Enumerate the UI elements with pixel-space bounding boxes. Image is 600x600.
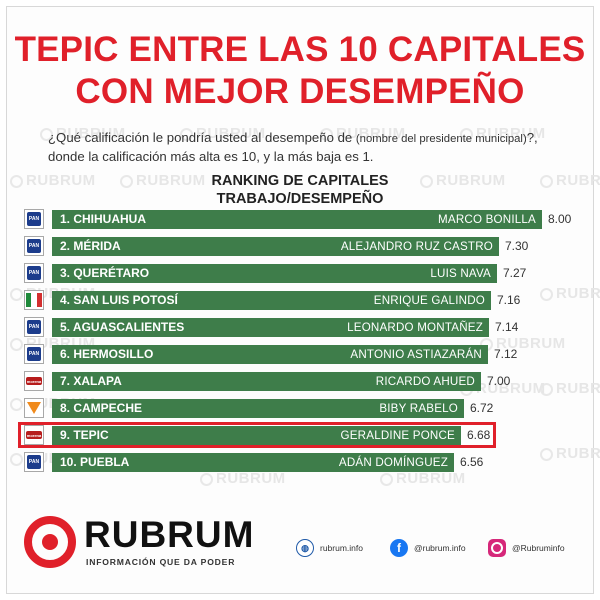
city-label: 7. XALAPA xyxy=(60,374,122,388)
score-value-label: 7.14 xyxy=(495,320,519,334)
city-label: 3. QUERÉTARO xyxy=(60,266,150,280)
mayor-name-label: ENRIQUE GALINDO xyxy=(373,294,485,307)
brand-name: RUBRUM xyxy=(84,514,255,555)
ranking-bar: 2. MÉRIDA ALEJANDRO RUZ CASTRO xyxy=(52,237,499,256)
brand-tagline: INFORMACIÓN QUE DA PODER xyxy=(86,557,236,567)
score-value-label: 6.56 xyxy=(460,455,484,469)
watermark-text: RUBRUM xyxy=(200,470,286,487)
mayor-name-label: LUIS NAVA xyxy=(430,267,491,280)
mayor-name-label: GERALDINE PONCE xyxy=(340,429,455,442)
pan-party-logo-icon: PAN xyxy=(24,236,44,256)
city-label: 6. HERMOSILLO xyxy=(60,347,154,361)
watermark-text: RUBRUM xyxy=(540,445,600,462)
chart-subtitle: TRABAJO/DESEMPEÑO xyxy=(216,191,384,207)
watermark-text: RUBRUM xyxy=(540,285,600,302)
score-value-label: 6.72 xyxy=(470,401,494,415)
ranking-row: PAN 3. QUERÉTARO LUIS NAVA 7.27 xyxy=(24,263,549,284)
question-text-small: (nombre del presidente municipal) xyxy=(355,133,527,145)
watermark-text: RUBRUM xyxy=(540,172,600,189)
city-label: 2. MÉRIDA xyxy=(60,239,121,253)
facebook-icon: f xyxy=(390,539,408,557)
website-text: rubrum.info xyxy=(320,543,363,553)
watermark-text: RUBRUM xyxy=(380,470,466,487)
watermark-text: RUBRUM xyxy=(180,125,266,142)
ranking-row: PAN 5. AGUASCALIENTES LEONARDO MONTAÑEZ 7.1… xyxy=(24,317,541,338)
score-value-label: 6.68 xyxy=(467,428,491,442)
score-value-label: 8.00 xyxy=(548,212,572,226)
city-label: 5. AGUASCALIENTES xyxy=(60,320,185,334)
ranking-bar: 1. CHIHUAHUA MARCO BONILLA xyxy=(52,210,542,229)
watermark-text: RUBRUM xyxy=(120,172,206,189)
mayor-name-label: RICARDO AHUED xyxy=(375,375,475,388)
ranking-bar: 6. HERMOSILLO ANTONIO ASTIAZARÁN xyxy=(52,345,488,364)
mayor-name-label: ADÁN DOMÍNGUEZ xyxy=(338,456,448,469)
mayor-name-label: BIBY RABELO xyxy=(379,402,458,415)
mc-party-logo-icon xyxy=(24,398,44,418)
ranking-bar: 4. SAN LUIS POTOSÍ ENRIQUE GALINDO xyxy=(52,291,491,310)
survey-question: ¿Qué calificación le pondría usted al de… xyxy=(48,129,558,165)
ranking-bar: 5. AGUASCALIENTES LEONARDO MONTAÑEZ xyxy=(52,318,489,337)
ranking-row: 8. CAMPECHE BIBY RABELO 6.72 xyxy=(24,398,516,419)
watermark-text: RUBRUM xyxy=(10,172,96,189)
ranking-row: PAN 1. CHIHUAHUA MARCO BONILLA 8.00 xyxy=(24,209,594,230)
city-label: 8. CAMPECHE xyxy=(60,401,143,415)
city-label: 4. SAN LUIS POTOSÍ xyxy=(60,293,178,307)
facebook-link[interactable]: f @rubrum.info xyxy=(390,538,466,558)
website-link[interactable]: ◍ rubrum.info xyxy=(296,538,363,558)
headline-line-1: TEPIC ENTRE LAS 10 CAPITALES xyxy=(14,30,586,69)
score-value-label: 7.00 xyxy=(487,374,511,388)
chart-title: RANKING DE CAPITALES xyxy=(211,173,389,189)
ranking-bar: 9. TEPIC GERALDINE PONCE xyxy=(52,426,461,445)
instagram-text: @Rubruminfo xyxy=(512,543,565,553)
morena-party-logo-icon: morena xyxy=(24,425,44,445)
ranking-row: morena 7. XALAPA RICARDO AHUED 7.00 xyxy=(24,371,533,392)
pan-party-logo-icon: PAN xyxy=(24,209,44,229)
rubrum-ring-icon xyxy=(24,516,76,568)
pan-party-logo-icon: PAN xyxy=(24,344,44,364)
city-label: 9. TEPIC xyxy=(60,428,109,442)
question-text-2: ?, donde la calificación más alta es 10,… xyxy=(48,130,538,164)
facebook-text: @rubrum.info xyxy=(414,543,466,553)
ranking-bar: 3. QUERÉTARO LUIS NAVA xyxy=(52,264,497,283)
pan-party-logo-icon: PAN xyxy=(24,317,44,337)
mayor-name-label: ALEJANDRO RUZ CASTRO xyxy=(340,240,493,253)
instagram-icon xyxy=(488,539,506,557)
ranking-row: PAN 6. HERMOSILLO ANTONIO ASTIAZARÁN 7.12 xyxy=(24,344,540,365)
ranking-bar: 8. CAMPECHE BIBY RABELO xyxy=(52,399,464,418)
ranking-row: PAN 10. PUEBLA ADÁN DOMÍNGUEZ 6.56 xyxy=(24,452,506,473)
score-value-label: 7.27 xyxy=(503,266,527,280)
watermark-text: RUBRUM xyxy=(460,125,546,142)
pan-party-logo-icon: PAN xyxy=(24,263,44,283)
question-text-1: ¿Qué calificación le pondría usted al de… xyxy=(48,130,356,145)
rubrum-logo: RUBRUM INFORMACIÓN QUE DA PODER xyxy=(20,511,260,571)
ranking-row: 4. SAN LUIS POTOSÍ ENRIQUE GALINDO 7.16 xyxy=(24,290,543,311)
city-label: 1. CHIHUAHUA xyxy=(60,212,147,226)
watermark-text: RUBRUM xyxy=(540,380,600,397)
score-value-label: 7.16 xyxy=(497,293,521,307)
pri-party-logo-icon xyxy=(24,290,44,310)
watermark-text: RUBRUM xyxy=(320,125,406,142)
instagram-link[interactable]: @Rubruminfo xyxy=(488,538,565,558)
score-value-label: 7.30 xyxy=(505,239,529,253)
watermark-text: RUBRUM xyxy=(40,125,126,142)
ranking-bar: 7. XALAPA RICARDO AHUED xyxy=(52,372,481,391)
mayor-name-label: LEONARDO MONTAÑEZ xyxy=(347,321,483,334)
city-label: 10. PUEBLA xyxy=(60,455,130,469)
ranking-row: PAN 2. MÉRIDA ALEJANDRO RUZ CASTRO 7.30 xyxy=(24,236,551,257)
mayor-name-label: MARCO BONILLA xyxy=(438,213,536,226)
tepic-highlight-box xyxy=(18,422,496,448)
watermark-text: RUBRUM xyxy=(420,172,506,189)
score-value-label: 7.12 xyxy=(494,347,518,361)
mayor-name-label: ANTONIO ASTIAZARÁN xyxy=(350,348,482,361)
headline-line-2: CON MEJOR DESEMPEÑO xyxy=(75,72,525,111)
globe-icon: ◍ xyxy=(296,539,314,557)
morena-party-logo-icon: morena xyxy=(24,371,44,391)
ranking-bar: 10. PUEBLA ADÁN DOMÍNGUEZ xyxy=(52,453,454,472)
pan-party-logo-icon: PAN xyxy=(24,452,44,472)
ranking-row: morena 9. TEPIC GERALDINE PONCE 6.68 xyxy=(24,425,513,446)
